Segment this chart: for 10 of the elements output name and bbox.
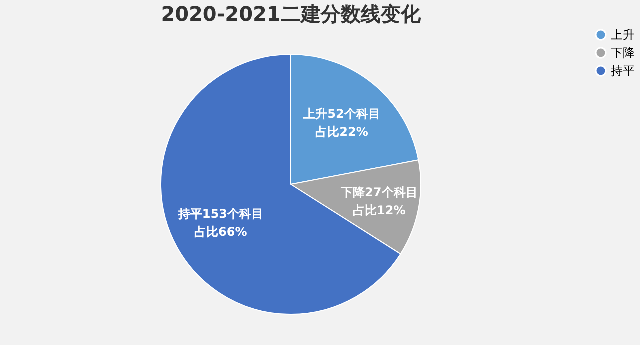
chart-title: 2020-2021二建分数线变化 [161, 2, 422, 26]
text: 下降27个科目 [341, 185, 418, 200]
text: 上升52个科目 [304, 106, 380, 121]
legend-label: 持平 [611, 64, 635, 78]
text: 占比66% [194, 225, 248, 240]
legend-label: 下降 [611, 46, 635, 60]
text: 持平153个科目 [178, 207, 264, 222]
text: 占比12% [353, 203, 406, 218]
text: 占比22% [316, 124, 368, 139]
legend-label: 上升 [611, 28, 635, 42]
